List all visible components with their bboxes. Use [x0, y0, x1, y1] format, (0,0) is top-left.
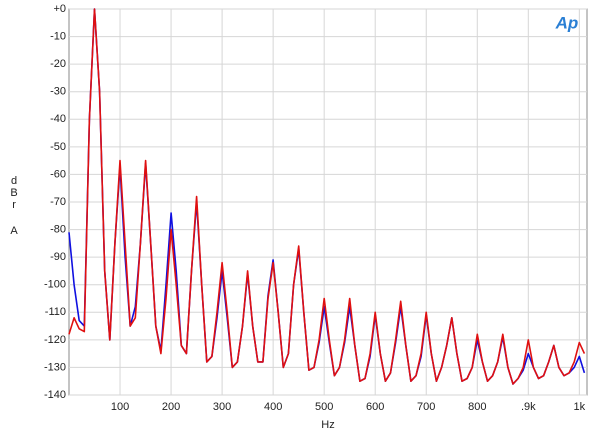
y-tick-label: +0 — [53, 3, 66, 15]
y-axis-unit: A — [10, 225, 18, 237]
y-tick-label: -110 — [45, 306, 66, 318]
series-line — [68, 8, 586, 385]
x-tick-label: 200 — [162, 401, 180, 413]
y-tick-label: -60 — [50, 168, 66, 180]
y-tick-label: -80 — [50, 223, 66, 235]
x-tick-label: 100 — [111, 401, 129, 413]
y-tick-label: -40 — [50, 113, 66, 125]
y-tick-label: -10 — [50, 30, 66, 42]
x-tick-label: 300 — [213, 401, 231, 413]
y-tick-label: -90 — [50, 251, 66, 263]
y-tick-label: -100 — [44, 279, 66, 291]
x-tick-label: 400 — [264, 401, 282, 413]
y-tick-label: -30 — [50, 86, 66, 98]
y-tick-label: -70 — [50, 196, 66, 208]
x-axis-label: Hz — [321, 419, 334, 431]
y-axis-label: dBr — [8, 175, 20, 211]
logo: Ap — [555, 13, 579, 32]
x-tick-label: 800 — [468, 401, 486, 413]
y-tick-label: -130 — [44, 361, 66, 373]
x-tick-label: 700 — [417, 401, 435, 413]
y-tick-label: -120 — [44, 334, 66, 346]
x-tick-label: 1k — [574, 401, 586, 413]
y-tick-label: -20 — [50, 58, 66, 70]
x-tick-label: 600 — [366, 401, 384, 413]
y-tick-label: -140 — [44, 389, 66, 401]
x-tick-label: .9k — [521, 401, 536, 413]
x-tick-label: 500 — [315, 401, 333, 413]
y-tick-label: -50 — [50, 141, 66, 153]
